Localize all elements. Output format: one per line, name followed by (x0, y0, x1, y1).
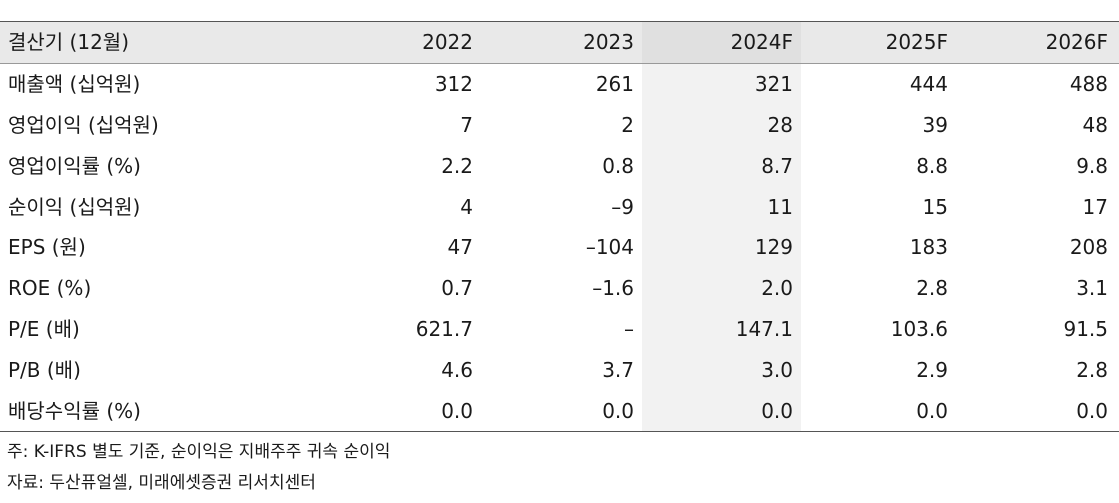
cell-2026f: 488 (1069, 72, 1108, 97)
cell-2022: 47 (447, 235, 473, 260)
cell-2023: –1.6 (592, 276, 634, 301)
cell-2023: –9 (611, 194, 634, 219)
cell-2024f: 2.0 (642, 267, 801, 309)
source-note: 자료: 두산퓨얼셀, 미래에셋증권 리서치센터 (7, 473, 316, 493)
table-row-operating-profit: 영업이익 (십억원) 7 2 28 39 48 (0, 104, 1119, 146)
cell-2026f: 208 (1069, 235, 1108, 260)
cell-2026f: 17 (1082, 194, 1108, 219)
cell-2024f: 321 (642, 63, 801, 105)
row-label: 배당수익률 (%) (0, 390, 313, 432)
cell-2025f: 183 (909, 235, 948, 260)
header-year-2022: 2022 (313, 21, 481, 64)
row-label: 매출액 (십억원) (8, 72, 141, 97)
cell-2024f: 3.0 (642, 349, 801, 391)
header-year-2023: 2023 (481, 21, 642, 64)
cell-2026f: 0.0 (956, 390, 1119, 432)
cell-2026f: 9.8 (1076, 153, 1108, 178)
cell-2026f: 3.1 (1076, 276, 1108, 301)
header-year-2025f: 2025F (801, 21, 956, 64)
row-label: 영업이익률 (%) (8, 153, 141, 178)
row-label: 영업이익 (십억원) (8, 112, 159, 137)
cell-2024f: 0.0 (642, 390, 801, 432)
row-label: ROE (%) (8, 276, 92, 301)
table-row-net-income: 순이익 (십억원) 4 –9 11 15 17 (0, 186, 1119, 227)
cell-2024f: 129 (642, 226, 801, 268)
cell-2026f: 2.8 (1076, 357, 1108, 382)
row-label: 순이익 (십억원) (8, 194, 141, 219)
cell-2025f: 0.0 (801, 390, 956, 432)
row-label: P/B (배) (8, 357, 81, 382)
table-row-operating-margin: 영업이익률 (%) 2.2 0.8 8.7 8.8 9.8 (0, 145, 1119, 187)
cell-2023: – (624, 316, 634, 341)
cell-2023: 0.8 (602, 153, 634, 178)
table-row-dividend-yield: 배당수익률 (%) 0.0 0.0 0.0 0.0 0.0 (0, 390, 1119, 432)
table-row-revenue: 매출액 (십억원) 312 261 321 444 488 (0, 63, 1119, 105)
header-label: 결산기 (12월) (0, 21, 313, 64)
cell-2025f: 103.6 (890, 316, 948, 341)
cell-2025f: 8.8 (916, 153, 948, 178)
table-row-roe: ROE (%) 0.7 –1.6 2.0 2.8 3.1 (0, 267, 1119, 309)
cell-2023: 261 (595, 72, 634, 97)
cell-2023: 2 (621, 112, 634, 137)
cell-2022: 7 (460, 112, 473, 137)
table-row-pe: P/E (배) 621.7 – 147.1 103.6 91.5 (0, 308, 1119, 350)
row-label: P/E (배) (8, 316, 80, 341)
table-row-pb: P/B (배) 4.6 3.7 3.0 2.9 2.8 (0, 349, 1119, 391)
cell-2026f: 91.5 (1063, 316, 1108, 341)
table-header-row: 결산기 (12월) 2022 2023 2024F 2025F 2026F (0, 21, 1119, 64)
cell-2023: –104 (585, 235, 634, 260)
cell-2022: 2.2 (441, 153, 473, 178)
cell-2024f: 147.1 (642, 308, 801, 350)
header-year-2026f: 2026F (956, 21, 1119, 64)
cell-2024f: 28 (642, 104, 801, 146)
cell-2023: 0.0 (481, 390, 642, 432)
cell-2025f: 39 (922, 112, 948, 137)
cell-2024f: 8.7 (642, 145, 801, 187)
cell-2022: 4 (460, 194, 473, 219)
header-year-2024f: 2024F (642, 21, 801, 64)
table-footnote: 주: K-IFRS 별도 기준, 순이익은 지배주주 귀속 순이익 (7, 442, 391, 462)
cell-2022: 312 (434, 72, 473, 97)
cell-2026f: 48 (1082, 112, 1108, 137)
cell-2022: 0.7 (441, 276, 473, 301)
row-label: EPS (원) (8, 235, 86, 260)
financial-summary-table: 결산기 (12월) 2022 2023 2024F 2025F 2026F 매출… (0, 21, 1119, 432)
cell-2022: 621.7 (415, 316, 473, 341)
cell-2022: 0.0 (313, 390, 481, 432)
cell-2024f: 11 (642, 186, 801, 227)
cell-2025f: 15 (922, 194, 948, 219)
cell-2025f: 2.8 (916, 276, 948, 301)
cell-2025f: 2.9 (916, 357, 948, 382)
cell-2023: 3.7 (602, 357, 634, 382)
cell-2025f: 444 (909, 72, 948, 97)
table-row-eps: EPS (원) 47 –104 129 183 208 (0, 226, 1119, 268)
cell-2022: 4.6 (441, 357, 473, 382)
